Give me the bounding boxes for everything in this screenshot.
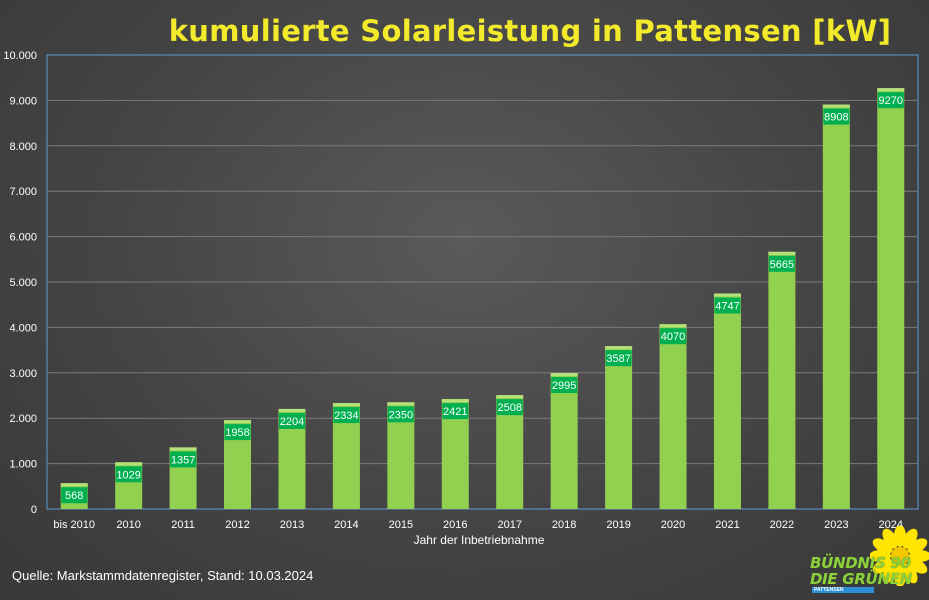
data-label-box xyxy=(224,424,251,441)
y-tick-label: 1.000 xyxy=(9,459,37,471)
bar xyxy=(822,104,850,510)
data-label-box xyxy=(823,108,850,125)
y-tick-label: 6.000 xyxy=(9,232,37,244)
data-label-box xyxy=(605,350,632,367)
data-label: 9270 xyxy=(879,95,903,107)
bar xyxy=(768,251,796,509)
data-label-box xyxy=(61,487,88,504)
bar-top-highlight xyxy=(822,104,850,108)
data-label: 1029 xyxy=(116,469,140,481)
bar-top-highlight xyxy=(605,346,633,350)
y-tick-label: 0 xyxy=(31,504,37,516)
bar xyxy=(659,324,687,509)
sunflower-icon xyxy=(870,526,929,586)
data-label-box xyxy=(551,377,578,394)
data-label: 1958 xyxy=(225,427,249,439)
y-tick-label: 8.000 xyxy=(9,141,37,153)
x-tick-label: 2017 xyxy=(497,519,521,531)
bar-top-highlight xyxy=(278,408,306,412)
data-label: 2995 xyxy=(552,380,576,392)
y-tick-label: 7.000 xyxy=(9,186,37,198)
x-tick-label: 2018 xyxy=(552,519,576,531)
bar-top-highlight xyxy=(441,399,469,403)
bar xyxy=(877,88,905,509)
y-tick-label: 9.000 xyxy=(9,95,37,107)
data-label: 3587 xyxy=(606,353,630,365)
data-label-box xyxy=(877,92,904,109)
data-label-box xyxy=(442,403,469,420)
x-tick-label: 2019 xyxy=(606,519,630,531)
data-label: 568 xyxy=(65,490,83,502)
x-tick-label: 2011 xyxy=(171,519,195,531)
bar-top-highlight xyxy=(768,251,796,255)
x-tick-label: 2016 xyxy=(443,519,467,531)
bar xyxy=(713,293,741,509)
bar-top-highlight xyxy=(332,403,360,407)
x-tick-label: 2010 xyxy=(116,519,140,531)
data-label: 4070 xyxy=(661,331,685,343)
data-label-box xyxy=(714,297,741,314)
data-label-box xyxy=(496,399,523,416)
y-tick-label: 3.000 xyxy=(9,368,37,380)
bar-top-highlight xyxy=(60,483,88,487)
data-label: 2334 xyxy=(334,410,358,422)
bar-top-highlight xyxy=(550,373,578,377)
x-tick-label: 2020 xyxy=(661,519,685,531)
chart-title: kumulierte Solarleistung in Pattensen [k… xyxy=(168,14,892,48)
data-label: 2421 xyxy=(443,406,467,418)
bar-top-highlight xyxy=(224,420,252,424)
x-tick-label: 2015 xyxy=(389,519,413,531)
data-label: 5665 xyxy=(770,259,794,271)
bar xyxy=(550,373,578,509)
bar-top-highlight xyxy=(496,395,524,399)
y-tick-label: 5.000 xyxy=(9,277,37,289)
x-tick-label: 2021 xyxy=(715,519,739,531)
logo-text-line1: BÜNDNIS 90 xyxy=(810,554,911,572)
x-tick-label: bis 2010 xyxy=(53,519,95,531)
data-label: 2508 xyxy=(497,402,521,414)
x-tick-label: 2014 xyxy=(334,519,358,531)
data-label-box xyxy=(768,255,795,272)
data-label: 2204 xyxy=(280,416,304,428)
bar-top-highlight xyxy=(877,88,905,92)
bar-top-highlight xyxy=(387,402,415,406)
logo-text-line2: DIE GRÜNEN xyxy=(810,570,912,588)
data-label-box xyxy=(170,451,197,468)
x-tick-label: 2012 xyxy=(225,519,249,531)
bar-top-highlight xyxy=(169,447,197,451)
source-note: Quelle: Markstammdatenregister, Stand: 1… xyxy=(12,568,314,583)
x-tick-label: 2022 xyxy=(770,519,794,531)
x-axis-label: Jahr der Inbetriebnahme xyxy=(414,533,545,547)
data-label-box xyxy=(278,412,305,429)
x-tick-label: 2023 xyxy=(824,519,848,531)
y-tick-label: 10.000 xyxy=(3,50,37,62)
data-label-box xyxy=(660,328,687,345)
y-tick-label: 2.000 xyxy=(9,413,37,425)
data-label: 2350 xyxy=(389,409,413,421)
bar-top-highlight xyxy=(659,324,687,328)
data-label-box xyxy=(333,407,360,424)
bar-top-highlight xyxy=(713,293,741,297)
y-tick-label: 4.000 xyxy=(9,322,37,334)
data-label: 4747 xyxy=(715,300,739,312)
x-tick-label: 2013 xyxy=(280,519,304,531)
bar-top-highlight xyxy=(115,462,143,466)
data-label: 8908 xyxy=(824,112,848,124)
data-label: 1357 xyxy=(171,454,195,466)
bar xyxy=(605,346,633,509)
logo-subtitle: PATTENSEN xyxy=(812,587,874,593)
party-logo: BÜNDNIS 90 DIE GRÜNEN PATTENSEN xyxy=(806,526,929,600)
data-label-box xyxy=(115,466,142,483)
data-label-box xyxy=(387,406,414,423)
